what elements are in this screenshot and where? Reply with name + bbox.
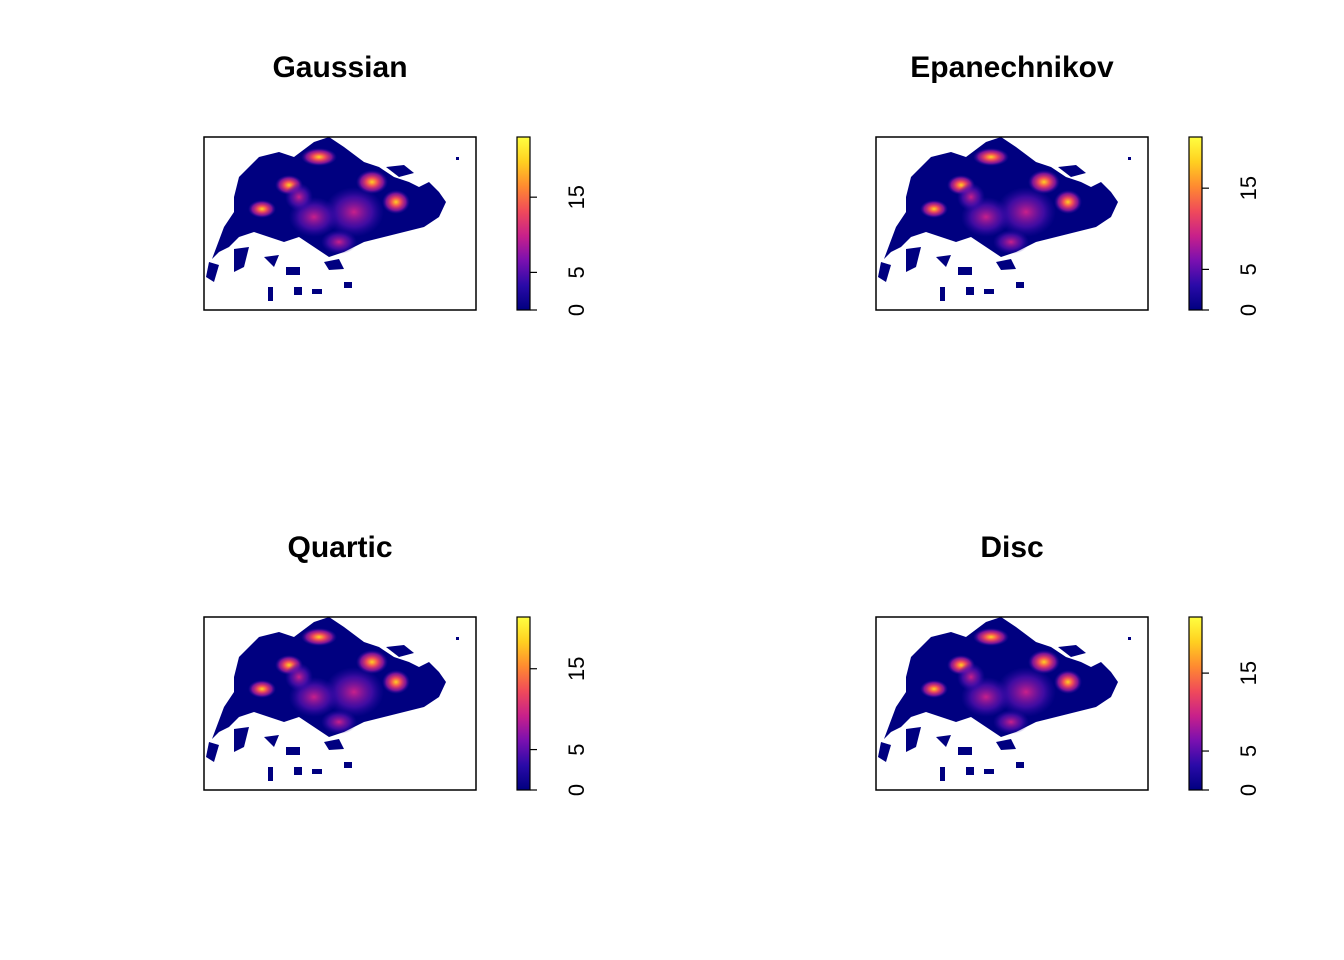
- colorbar-tick-label: 15: [1236, 176, 1261, 200]
- colorbar: [516, 136, 531, 311]
- plot-frame: [203, 136, 477, 311]
- plot-frame: [875, 136, 1149, 311]
- plot-frame: [875, 616, 1149, 791]
- plot-frame: [203, 616, 477, 791]
- colorbar-tick-label: 0: [564, 784, 589, 796]
- colorbar-tick-label: 0: [1236, 304, 1261, 316]
- colorbar-tick-label: 0: [564, 304, 589, 316]
- density-surface: [206, 137, 459, 301]
- panel-title: Gaussian: [272, 51, 407, 84]
- colorbar-tick-label: 5: [564, 743, 589, 755]
- colorbar-tick-label: 5: [1236, 745, 1261, 757]
- colorbar-tick-label: 5: [564, 266, 589, 278]
- colorbar: [516, 616, 531, 791]
- colorbar-tick-label: 5: [1236, 263, 1261, 275]
- panel: Epanechnikov 0 5 15: [875, 51, 1261, 316]
- colorbar: [1188, 136, 1203, 311]
- panel: Disc 0 5 15: [875, 531, 1261, 796]
- density-surface: [878, 617, 1131, 781]
- density-surface: [206, 617, 459, 781]
- panel: Quartic 0 5 15: [203, 531, 589, 796]
- colorbar-tick-label: 15: [1236, 661, 1261, 685]
- colorbar-tick-label: 15: [564, 656, 589, 680]
- colorbar-tick-label: 0: [1236, 784, 1261, 796]
- density-surface: [878, 137, 1131, 301]
- panel-title: Disc: [980, 531, 1043, 564]
- panel-title: Epanechnikov: [910, 51, 1114, 84]
- colorbar-tick-label: 15: [564, 185, 589, 209]
- panel: Gaussian 0 5 15: [203, 51, 589, 316]
- colorbar: [1188, 616, 1203, 791]
- panel-title: Quartic: [287, 531, 392, 564]
